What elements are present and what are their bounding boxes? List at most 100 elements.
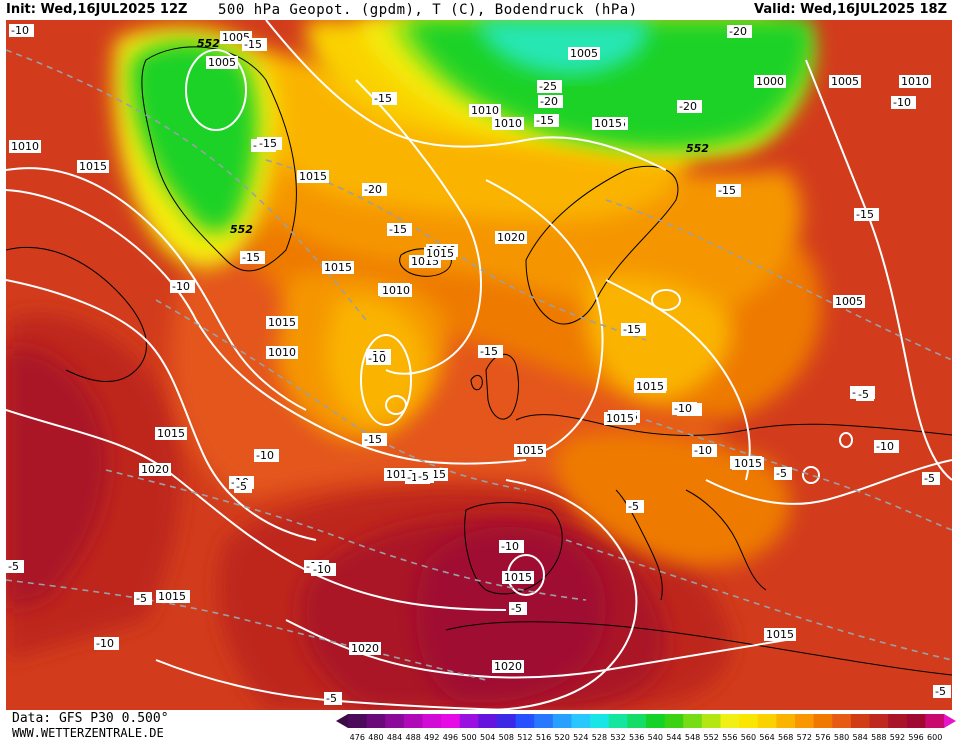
svg-text:-25: -25 [539,80,557,93]
isobar-line [605,279,751,481]
pressure-label: 1015 [634,380,666,393]
temperature-label: -15 [372,92,397,105]
temperature-label: -20 [538,95,563,108]
pressure-label: 1020 [492,660,524,673]
svg-text:-10: -10 [313,563,331,576]
svg-text:-15: -15 [480,345,498,358]
chart-footer: Data: GFS P30 0.500° WWW.WETTERZENTRALE.… [0,710,959,741]
colorbar-swatch [403,714,423,728]
colorbar-swatch [869,714,889,728]
temperature-label: -15 [534,114,559,127]
colorbar-swatch [627,714,647,728]
isobars [6,20,952,710]
colorbar-swatch [497,714,517,728]
temperature-label: -5 [234,480,252,493]
svg-text:1010: 1010 [382,284,410,297]
svg-text:-20: -20 [364,183,382,196]
colorbar-tick-label: 520 [555,733,570,741]
svg-text:-5: -5 [136,592,147,605]
band-teal-north [476,20,648,75]
colorbar-tick-label: 508 [499,733,514,741]
colorbar-swatch [925,714,945,728]
isotherm-line [155,299,527,491]
website-credit: WWW.WETTERZENTRALE.DE [12,726,164,740]
isobar-closed [185,49,247,131]
colorbar-swatch [757,714,777,728]
isotherm-line [565,539,952,661]
pressure-label: 1015 [77,160,109,173]
coast-italy [615,489,663,601]
svg-text:1010: 1010 [268,346,296,359]
svg-text:1005: 1005 [570,47,598,60]
pressure-label: 1010 [380,284,412,297]
pressure-label: 1015 [732,457,764,470]
svg-text:-15: -15 [244,38,262,51]
svg-text:-15: -15 [259,137,277,150]
svg-text:1015: 1015 [299,170,327,183]
pressure-label: 1020 [495,231,527,244]
colorbar-arrow-right [944,714,956,728]
coast-scandinavia [525,165,679,325]
colorbar-tick-label: 580 [834,733,849,741]
valid-time: Valid: Wed,16JUL2025 18Z [754,2,947,17]
svg-text:-10: -10 [368,352,386,365]
colorbar-tick-label: 528 [592,733,607,741]
coast-balkans [685,489,767,591]
temperature-label: -5 [324,692,342,705]
temperature-label: -10 [672,402,697,415]
pressure-label: 1015 [502,571,534,584]
coastlines [6,46,952,676]
colorbar-tick-label: 488 [406,733,421,741]
svg-text:-5: -5 [858,388,869,401]
temperature-label: -10 [311,563,336,576]
weather-map: 552 552 552 1010 1005 1005 1005 1000 1005 1010 101… [6,20,952,710]
temperature-label: -15 [621,323,646,336]
colorbar-tick-label: 476 [350,733,365,741]
isobar-line [485,179,604,451]
pressure-label: 1010 [899,75,931,88]
colorbar-swatch [534,714,554,728]
colorbar-tick-label: 564 [759,733,774,741]
colorbar-tick-label: 500 [461,733,476,741]
isotherm-line [645,419,952,531]
temperature-label: -20 [362,183,387,196]
colorbar-tick-label: 588 [871,733,886,741]
colorbar-tick-label: 592 [890,733,905,741]
svg-text:1015: 1015 [324,261,352,274]
svg-text:1010: 1010 [11,140,39,153]
coast-iberia [464,502,563,595]
isobar-line [705,459,952,505]
colorbar-tick-label: 504 [480,733,495,741]
svg-text:-15: -15 [536,114,554,127]
colorbar-swatch [888,714,908,728]
svg-text:1010: 1010 [494,117,522,130]
svg-text:1015: 1015 [504,571,532,584]
temperature-label: -10 [170,280,195,293]
isobar-closed [385,395,407,415]
temperature-label: -10 [874,440,899,453]
svg-text:-10: -10 [694,444,712,457]
svg-text:1005: 1005 [835,295,863,308]
svg-text:-10: -10 [501,540,519,553]
svg-text:-20: -20 [729,25,747,38]
colorbar-tick-label: 496 [443,733,458,741]
temperature-label: -15 [362,433,387,446]
pressure-label: 1015 [155,427,187,440]
temperature-label: -10 [692,444,717,457]
temperature-isotherms [6,49,952,681]
pressure-label: 1015 [156,590,188,603]
colorbar-swatch [795,714,815,728]
band-light-orange-baltic [586,276,732,401]
colorbar-tick-label: 516 [536,733,551,741]
coast-british-isles [470,353,519,420]
colorbar-swatch [683,714,703,728]
colorbar-tick-label: 532 [610,733,625,741]
svg-text:1015: 1015 [734,457,762,470]
isobar-closed [651,289,681,311]
temperature-label: -5 [626,500,644,513]
pressure-label: 1005 [568,47,600,60]
isobar-line [6,409,507,611]
colorbar-swatch [850,714,870,728]
temperature-label: -5 [933,685,951,698]
colorbar-tick-label: 576 [815,733,830,741]
